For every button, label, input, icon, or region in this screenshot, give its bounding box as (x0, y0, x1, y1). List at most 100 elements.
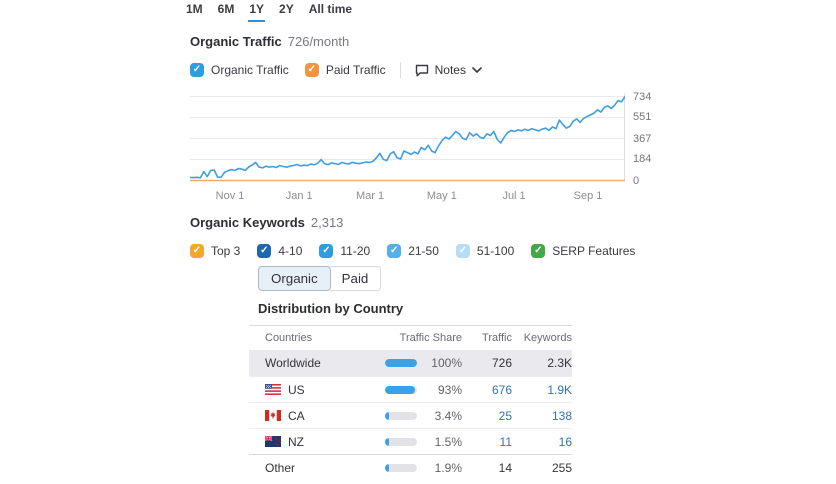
kw-legend-item-51-100[interactable]: ✓ 51-100 (455, 244, 515, 258)
checkbox-4-10[interactable]: ✓ (257, 244, 272, 258)
kw-legend-item-top-3[interactable]: ✓ Top 3 (190, 244, 240, 258)
y-tick-184: 184 (633, 153, 652, 166)
checkbox-paid-traffic[interactable]: ✓ (304, 63, 319, 77)
table-row-other[interactable]: Other 1.9% 14 255 (249, 454, 572, 480)
traffic-share-cell: 3.4% (385, 409, 462, 423)
traffic-legend: ✓ Organic Traffic ✓ Paid Traffic (190, 63, 386, 77)
checkbox-serp-features[interactable]: ✓ (531, 244, 546, 258)
traffic-line-chart (190, 93, 625, 182)
kw-legend-item-label-4-10: 4-10 (278, 244, 303, 258)
table-body: Worldwide 100% 726 2.3K US 93% 676 1.9K CA 3.4% 25… (249, 350, 572, 480)
col-countries: Countries (265, 332, 313, 344)
kw-legend-item-label-11-20: 11-20 (340, 244, 371, 258)
checkbox-organic-traffic[interactable]: ✓ (190, 63, 204, 77)
table-row-nz[interactable]: NZ 1.5% 11 16 (249, 428, 572, 454)
traffic-share-bar (385, 411, 417, 420)
organic-keywords-title: Organic Keywords (190, 215, 305, 230)
checkbox-top-3[interactable]: ✓ (190, 244, 204, 258)
keyword-position-legend: ✓ Top 3 ✓ 4-10 ✓ 11-20 ✓ 21-50 ✓ 51-100 ✓ SERP Feat… (190, 244, 635, 258)
organic-traffic-header: Organic Traffic 726/month (190, 34, 349, 49)
kw-legend-item-serp-features[interactable]: ✓ SERP Features (531, 244, 635, 258)
nz-flag-icon (264, 435, 281, 447)
traffic-share-cell: 93% (385, 383, 462, 397)
country-cell-ca: CA (265, 409, 385, 423)
country-cell-nz: NZ (264, 434, 385, 449)
traffic-share-cell: 100% (385, 356, 462, 370)
col-traffic-share: Traffic Share (399, 332, 462, 344)
table-row-us[interactable]: US 93% 676 1.9K (249, 376, 572, 402)
notes-icon (415, 64, 429, 77)
traffic-legend-item-organic-traffic[interactable]: ✓ Organic Traffic (190, 63, 289, 77)
kw-legend-item-21-50[interactable]: ✓ 21-50 (387, 244, 439, 258)
kw-legend-item-4-10[interactable]: ✓ 4-10 (257, 244, 302, 258)
traffic-legend-item-paid-traffic[interactable]: ✓ Paid Traffic (304, 63, 386, 77)
x-tick-jan-1: Jan 1 (285, 190, 313, 202)
traffic-share-bar-fill (385, 437, 389, 446)
kw-legend-item-11-20[interactable]: ✓ 11-20 (319, 244, 370, 258)
x-tick-jul-1: Jul 1 (502, 190, 526, 202)
country-distribution-table: Countries Traffic Share Traffic Keywords… (249, 325, 572, 480)
organic-keywords-header: Organic Keywords 2,313 (190, 215, 343, 230)
x-tick-may-1: May 1 (426, 190, 457, 202)
table-row-worldwide[interactable]: Worldwide 100% 726 2.3K (249, 350, 572, 376)
country-name: Worldwide (265, 356, 321, 370)
checkbox-51-100[interactable]: ✓ (455, 244, 470, 258)
table-row-ca[interactable]: CA 3.4% 25 138 (249, 402, 572, 428)
time-tab-all-time[interactable]: All time (308, 2, 353, 16)
y-tick-0: 0 (633, 174, 640, 187)
traffic-share-bar (385, 359, 417, 367)
checkbox-11-20[interactable]: ✓ (319, 244, 334, 258)
country-name: US (288, 382, 305, 397)
keywords-cell[interactable]: 138 (551, 408, 572, 423)
time-tab-6m[interactable]: 6M (217, 2, 235, 16)
traffic-share-value: 100% (431, 356, 462, 370)
traffic-cell[interactable]: 25 (498, 408, 512, 423)
traffic-legend-item-label-organic-traffic: Organic Traffic (211, 63, 289, 77)
x-tick-sep-1: Sep 1 (573, 190, 603, 202)
time-tab-1m[interactable]: 1M (186, 2, 203, 16)
traffic-cell[interactable]: 11 (499, 434, 512, 449)
checkbox-21-50[interactable]: ✓ (387, 244, 402, 258)
time-tab-2y[interactable]: 2Y (279, 2, 294, 16)
organic-keywords-value: 2,313 (310, 215, 344, 230)
organic-paid-toggle: Organic Paid (258, 266, 382, 291)
traffic-cell: 726 (491, 356, 512, 370)
country-cell-worldwide: Worldwide (265, 356, 385, 370)
traffic-share-cell: 1.9% (385, 461, 462, 475)
y-tick-367: 367 (633, 132, 652, 145)
table-header-row: Countries Traffic Share Traffic Keywords (249, 326, 572, 350)
notes-label: Notes (434, 63, 466, 77)
notes-button[interactable]: Notes (415, 63, 482, 77)
organic-traffic-value: 726/month (287, 34, 350, 49)
country-name: CA (288, 408, 305, 423)
country-cell-us: US (265, 383, 385, 397)
traffic-share-value: 1.5% (434, 434, 462, 449)
traffic-cell: 14 (498, 460, 512, 475)
us-flag-icon (265, 384, 281, 395)
time-range-tabs: 1M 6M 1Y 2Y All time (185, 1, 353, 22)
traffic-share-bar-fill (385, 411, 389, 420)
chevron-down-icon (472, 67, 482, 73)
x-tick-mar-1: Mar 1 (356, 190, 385, 202)
x-tick-nov-1: Nov 1 (215, 190, 245, 202)
kw-legend-item-label-21-50: 21-50 (408, 244, 439, 258)
col-traffic: Traffic (482, 332, 512, 344)
y-tick-551: 551 (633, 111, 652, 124)
toggle-organic[interactable]: Organic (258, 266, 331, 291)
kw-legend-item-label-51-100: 51-100 (476, 244, 515, 258)
ca-flag-icon (265, 410, 281, 421)
traffic-share-value: 93% (437, 382, 462, 397)
traffic-share-bar (385, 385, 417, 394)
country-name: NZ (288, 434, 304, 449)
keywords-cell[interactable]: 1.9K (547, 382, 572, 397)
keywords-cell: 2.3K (547, 356, 572, 370)
keywords-cell[interactable]: 16 (558, 434, 572, 449)
traffic-share-value: 3.4% (434, 408, 462, 423)
toggle-paid[interactable]: Paid (329, 266, 382, 291)
traffic-cell[interactable]: 676 (491, 382, 512, 397)
time-tab-1y[interactable]: 1Y (248, 1, 266, 22)
traffic-share-bar (385, 463, 417, 472)
traffic-legend-item-label-paid-traffic: Paid Traffic (325, 63, 386, 77)
organic-traffic-title: Organic Traffic (190, 34, 282, 49)
